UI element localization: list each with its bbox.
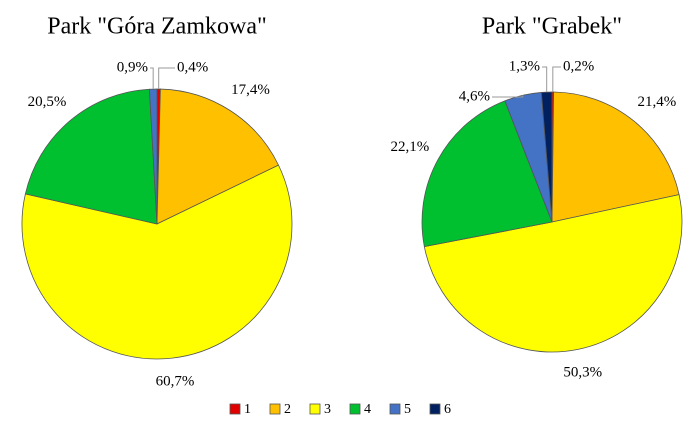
data-label: 1,3% [509,58,540,74]
legend-swatch [389,403,401,415]
pie-slice [423,194,683,353]
legend-label: 2 [284,402,291,417]
legend-swatch [429,403,441,415]
pie-slice [421,100,553,248]
data-label: 22,1% [390,139,429,155]
legend-label: 4 [364,402,371,417]
data-label: 0,9% [117,59,148,75]
legend-swatch [349,403,361,415]
legend-swatch [269,403,281,415]
leader-line [552,66,561,93]
data-label: 0,2% [563,58,594,74]
pie-slice [24,88,158,225]
data-label: 17,4% [231,82,270,98]
leader-line [158,67,175,90]
data-label: 60,7% [156,373,195,389]
legend-swatch [229,403,241,415]
data-label: 50,3% [563,364,602,380]
pie-slice [21,164,293,360]
pie-slice [540,91,553,223]
legend-swatch [309,403,321,415]
legend-label: 3 [324,402,331,417]
data-label: 20,5% [28,94,67,110]
legend-label: 1 [244,402,251,417]
data-label: 0,4% [177,59,208,75]
leader-line [542,66,548,93]
leader-line [492,95,524,98]
pie-slice [156,88,280,225]
legend-label: 5 [404,402,411,417]
chart-title: Park "Grabek" [482,14,622,40]
chart-title: Park "Góra Zamkowa" [47,14,267,40]
data-label: 21,4% [637,94,676,110]
legend-label: 6 [444,402,451,417]
leader-line [150,67,154,90]
data-label: 4,6% [459,88,490,104]
pie-slice [551,91,680,223]
